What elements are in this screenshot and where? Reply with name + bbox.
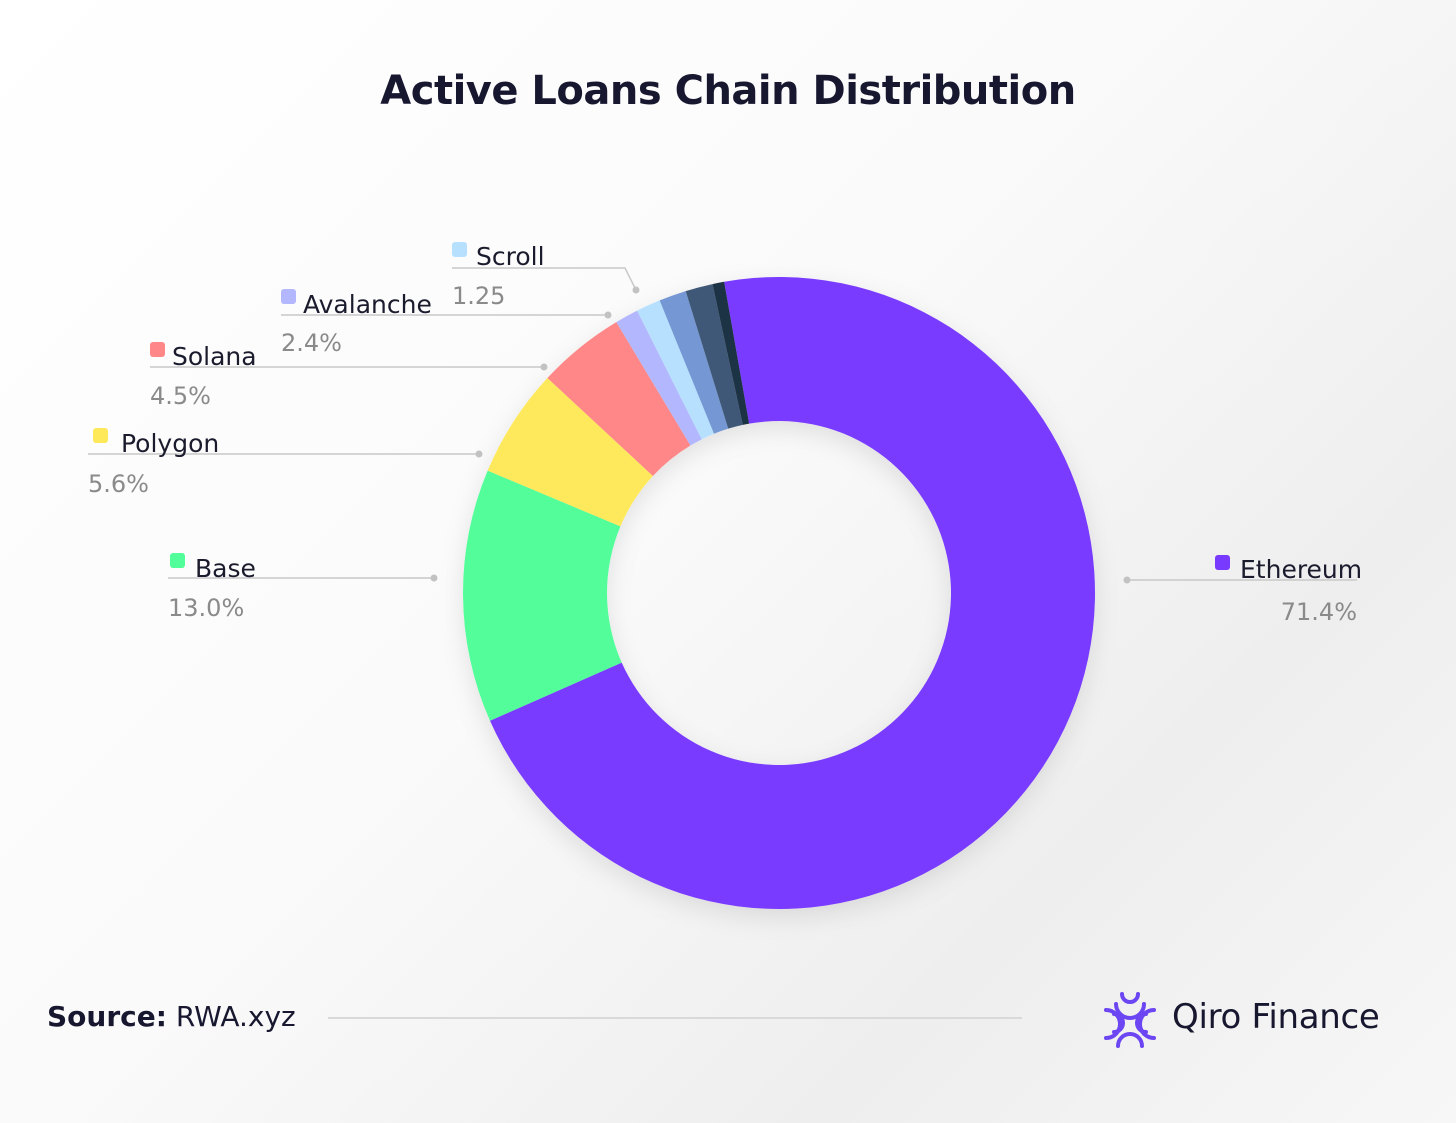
slice-scroll xyxy=(637,300,715,440)
chart-title: Active Loans Chain Distribution xyxy=(380,68,1076,114)
legend-item-ethereum: Ethereum 71.4% xyxy=(1123,555,1362,626)
slice-solana xyxy=(547,322,691,476)
legend: Ethereum 71.4% Base 13.0% Polygon 5.6% Solana 4… xyxy=(88,242,1362,626)
source-note: Source: RWA.xyz xyxy=(47,1000,296,1033)
leader-dot xyxy=(540,363,548,371)
slice-ethereum xyxy=(489,277,1095,910)
data-label-ethereum: 71.4% xyxy=(1281,598,1357,626)
legend-label-scroll: Scroll xyxy=(476,242,545,271)
data-label-solana: 4.5% xyxy=(150,382,211,410)
leader-dot xyxy=(1123,576,1131,584)
legend-label-avalanche: Avalanche xyxy=(303,290,432,319)
legend-swatch xyxy=(281,289,296,304)
legend-swatch xyxy=(452,242,467,257)
source-value: RWA.xyz xyxy=(175,1000,296,1033)
donut-slices xyxy=(462,277,1095,910)
legend-label-base: Base xyxy=(195,554,256,583)
legend-label-polygon: Polygon xyxy=(121,429,219,458)
legend-label-solana: Solana xyxy=(172,342,257,371)
slice-polygon xyxy=(487,378,653,527)
leader-dot xyxy=(604,311,612,319)
brand: Qiro Finance xyxy=(1102,986,1380,1048)
slice-unlabeled-7 xyxy=(685,284,743,429)
legend-swatch xyxy=(1215,555,1230,570)
slice-avalanche xyxy=(616,310,702,446)
legend-swatch xyxy=(93,428,108,443)
data-label-scroll: 1.25 xyxy=(452,282,505,310)
data-label-avalanche: 2.4% xyxy=(281,329,342,357)
legend-item-avalanche: Avalanche 2.4% xyxy=(281,289,612,357)
brand-name: Qiro Finance xyxy=(1172,997,1380,1037)
leader-line xyxy=(452,267,637,291)
data-label-polygon: 5.6% xyxy=(88,470,149,498)
legend-label-ethereum: Ethereum xyxy=(1240,555,1362,584)
legend-item-solana: Solana 4.5% xyxy=(150,342,548,410)
leader-dot xyxy=(430,574,438,582)
footer-divider xyxy=(328,1017,1022,1019)
leader-dot xyxy=(475,450,483,458)
leader-dot xyxy=(632,286,640,294)
source-label: Source: xyxy=(47,1000,167,1033)
legend-item-base: Base 13.0% xyxy=(168,553,438,622)
slice-unlabeled-6 xyxy=(659,291,729,434)
legend-item-polygon: Polygon 5.6% xyxy=(88,428,483,498)
qiro-logo-icon xyxy=(1104,992,1156,1048)
slice-unlabeled-8 xyxy=(712,281,750,425)
legend-item-scroll: Scroll 1.25 xyxy=(452,242,640,310)
slice-base xyxy=(462,470,622,721)
legend-swatch xyxy=(170,553,185,568)
legend-swatch xyxy=(150,342,165,357)
data-label-base: 13.0% xyxy=(168,594,244,622)
